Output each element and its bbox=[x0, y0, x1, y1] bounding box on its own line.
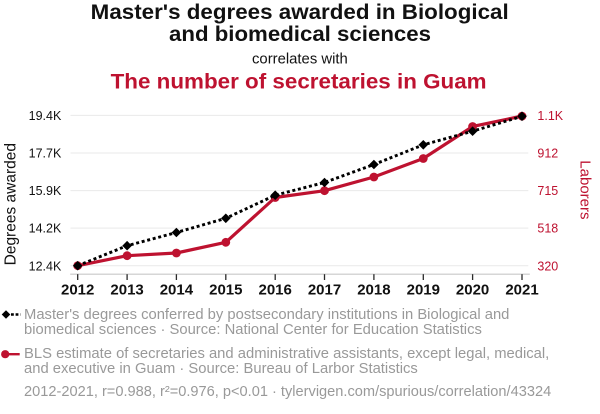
svg-text:and biomedical sciences: and biomedical sciences bbox=[169, 23, 431, 46]
svg-text:correlates with: correlates with bbox=[252, 50, 348, 67]
svg-text:12.4K: 12.4K bbox=[29, 259, 62, 273]
svg-text:2015: 2015 bbox=[209, 282, 242, 299]
svg-text:2016: 2016 bbox=[259, 282, 292, 299]
svg-text:715: 715 bbox=[537, 184, 558, 198]
svg-text:320: 320 bbox=[537, 259, 558, 273]
svg-text:2014: 2014 bbox=[160, 282, 194, 299]
svg-text:2020: 2020 bbox=[456, 282, 489, 299]
svg-text:14.2K: 14.2K bbox=[29, 222, 62, 236]
svg-text:518: 518 bbox=[537, 222, 558, 236]
svg-text:912: 912 bbox=[537, 147, 558, 161]
svg-text:15.9K: 15.9K bbox=[29, 184, 62, 198]
svg-text:17.7K: 17.7K bbox=[29, 147, 62, 161]
svg-text:Degrees awarded: Degrees awarded bbox=[2, 143, 19, 265]
svg-text:2018: 2018 bbox=[357, 282, 390, 299]
svg-text:1.1K: 1.1K bbox=[537, 109, 563, 123]
svg-text:Laborers: Laborers bbox=[577, 160, 594, 219]
svg-text:19.4K: 19.4K bbox=[29, 109, 62, 123]
svg-text:2012: 2012 bbox=[61, 282, 94, 299]
svg-text:2021: 2021 bbox=[505, 282, 538, 299]
svg-text:2019: 2019 bbox=[407, 282, 440, 299]
svg-text:Master's degrees awarded in Bi: Master's degrees awarded in Biological bbox=[91, 1, 509, 24]
svg-text:The number of secretaries in G: The number of secretaries in Guam bbox=[111, 71, 487, 94]
svg-text:2013: 2013 bbox=[110, 282, 143, 299]
svg-text:2017: 2017 bbox=[308, 282, 341, 299]
